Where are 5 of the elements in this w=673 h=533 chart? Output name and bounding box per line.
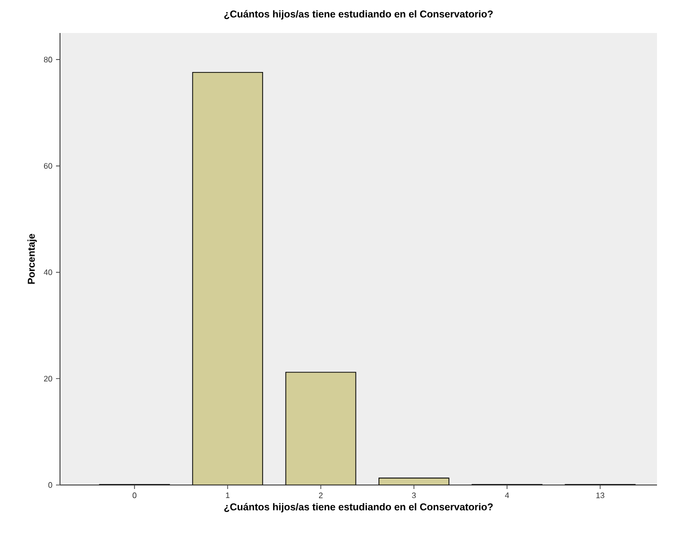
x-axis-title: ¿Cuántos hijos/as tiene estudiando en el Conservatorio?	[224, 502, 493, 512]
chart-title: ¿Cuántos hijos/as tiene estudiando en el Conservatorio?	[224, 10, 493, 20]
bar	[285, 372, 356, 485]
bar	[192, 72, 264, 485]
y-axis-title: Porcentaje	[27, 234, 37, 284]
